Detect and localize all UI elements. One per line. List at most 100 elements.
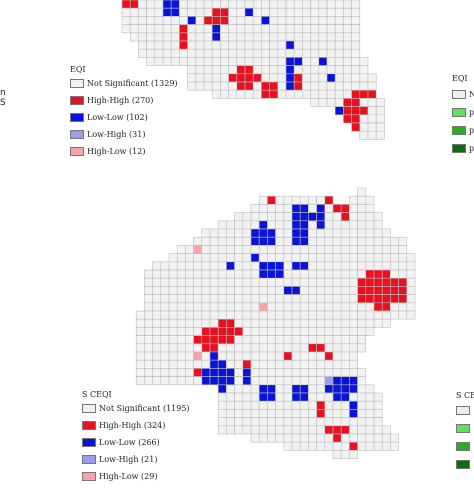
grid-cell-not-significant (252, 48, 262, 58)
grid-cell-low-low (291, 228, 301, 238)
grid-cell-not-significant (275, 277, 285, 287)
grid-cell-not-significant (318, 24, 328, 34)
grid-cell-not-significant (220, 32, 229, 42)
grid-cell-not-significant (367, 106, 377, 116)
grid-cell-not-significant (168, 351, 178, 361)
grid-cell-not-significant (152, 318, 162, 328)
grid-cell-not-significant (267, 277, 276, 287)
grid-cell-not-significant (324, 277, 334, 287)
grid-cell-not-significant (373, 409, 383, 418)
grid-cell-not-significant (283, 368, 293, 377)
grid-cell-not-significant (211, 65, 221, 75)
grid-cell-not-significant (250, 294, 260, 304)
grid-cell-not-significant (332, 417, 342, 427)
grid-cell-high-high (217, 318, 227, 328)
grid-cell-not-significant (365, 400, 375, 410)
grid-cell-not-significant (316, 417, 326, 427)
grid-cell-not-significant (234, 392, 244, 402)
grid-cell-not-significant (334, 0, 344, 9)
grid-cell-high-high (343, 98, 352, 107)
grid-cell-not-significant (234, 253, 244, 263)
grid-cell-not-significant (267, 359, 276, 369)
grid-cell-not-significant (168, 327, 178, 336)
grid-cell-not-significant (334, 40, 344, 50)
grid-cell-not-significant (226, 220, 235, 230)
grid-cell-not-significant (283, 327, 293, 336)
grid-cell-not-significant (373, 400, 383, 410)
legend-swatch (452, 144, 466, 153)
grid-cell-not-significant (201, 351, 211, 361)
grid-cell-not-significant (258, 245, 268, 254)
grid-cell-not-significant (176, 310, 186, 320)
grid-cell-high-high (179, 32, 188, 42)
grid-cell-not-significant (308, 294, 317, 304)
grid-cell-not-significant (160, 327, 170, 336)
grid-cell-not-significant (244, 89, 254, 99)
grid-cell-low-low (187, 16, 197, 25)
grid-cell-not-significant (326, 0, 336, 9)
top-legend-title: EQI (70, 65, 86, 74)
grid-cell-not-significant (211, 81, 221, 91)
grid-cell-not-significant (209, 245, 219, 254)
grid-cell-not-significant (316, 318, 326, 328)
grid-cell-not-significant (406, 310, 416, 320)
legend-row-high-high: High-High (324) (82, 420, 190, 431)
legend-label: p (469, 144, 474, 153)
grid-cell-not-significant (308, 318, 317, 328)
grid-cell-high-high (351, 114, 361, 124)
grid-cell-not-significant (316, 286, 326, 295)
grid-cell-not-significant (299, 433, 309, 443)
grid-cell-not-significant (373, 220, 383, 230)
grid-cell-not-significant (343, 48, 352, 58)
grid-cell-not-significant (299, 343, 309, 353)
grid-cell-not-significant (316, 441, 326, 451)
grid-cell-not-significant (234, 220, 244, 230)
grid-cell-not-significant (299, 351, 309, 361)
grid-cell-not-significant (201, 286, 211, 295)
bottom-cluster-map (135, 187, 416, 459)
grid-cell-not-significant (267, 343, 276, 353)
grid-cell-not-significant (324, 228, 334, 238)
grid-cell-not-significant (299, 327, 309, 336)
grid-cell-not-significant (332, 441, 342, 451)
grid-cell-not-significant (308, 195, 317, 205)
grid-cell-not-significant (406, 302, 416, 312)
grid-cell-not-significant (258, 294, 268, 304)
grid-cell-not-significant (299, 253, 309, 263)
legend-row-not-significant: Not Significant (1329) (70, 78, 178, 89)
grid-cell-high-high (381, 277, 391, 287)
grid-cell-not-significant (228, 7, 238, 17)
grid-cell-not-significant (340, 359, 350, 369)
grid-cell-not-significant (226, 384, 235, 394)
right-legend-row: N (452, 89, 474, 100)
grid-cell-high-high (340, 212, 350, 222)
grid-cell-not-significant (261, 40, 270, 50)
grid-cell-low-low (332, 392, 342, 402)
grid-cell-not-significant (299, 277, 309, 287)
grid-cell-not-significant (267, 417, 276, 427)
grid-cell-not-significant (193, 261, 203, 271)
grid-cell-not-significant (406, 277, 416, 287)
grid-cell-not-significant (390, 261, 399, 271)
grid-cell-not-significant (217, 417, 227, 427)
grid-cell-not-significant (349, 335, 358, 345)
grid-cell-low-low (285, 57, 295, 66)
grid-cell-not-significant (318, 32, 328, 42)
grid-cell-not-significant (332, 294, 342, 304)
grid-cell-not-significant (236, 24, 246, 34)
grid-cell-not-significant (217, 392, 227, 402)
grid-cell-not-significant (357, 384, 367, 394)
grid-cell-not-significant (234, 351, 244, 361)
grid-cell-not-significant (318, 98, 328, 107)
legend-row-not-significant: Not Significant (1195) (82, 403, 190, 414)
grid-cell-high-high (343, 106, 352, 116)
grid-cell-not-significant (176, 335, 186, 345)
grid-cell-not-significant (258, 253, 268, 263)
grid-cell-not-significant (277, 24, 287, 34)
grid-cell-not-significant (234, 261, 244, 271)
grid-cell-not-significant (316, 261, 326, 271)
grid-cell-not-significant (193, 327, 203, 336)
grid-cell-not-significant (252, 32, 262, 42)
grid-cell-not-significant (244, 40, 254, 50)
grid-cell-not-significant (250, 409, 260, 418)
